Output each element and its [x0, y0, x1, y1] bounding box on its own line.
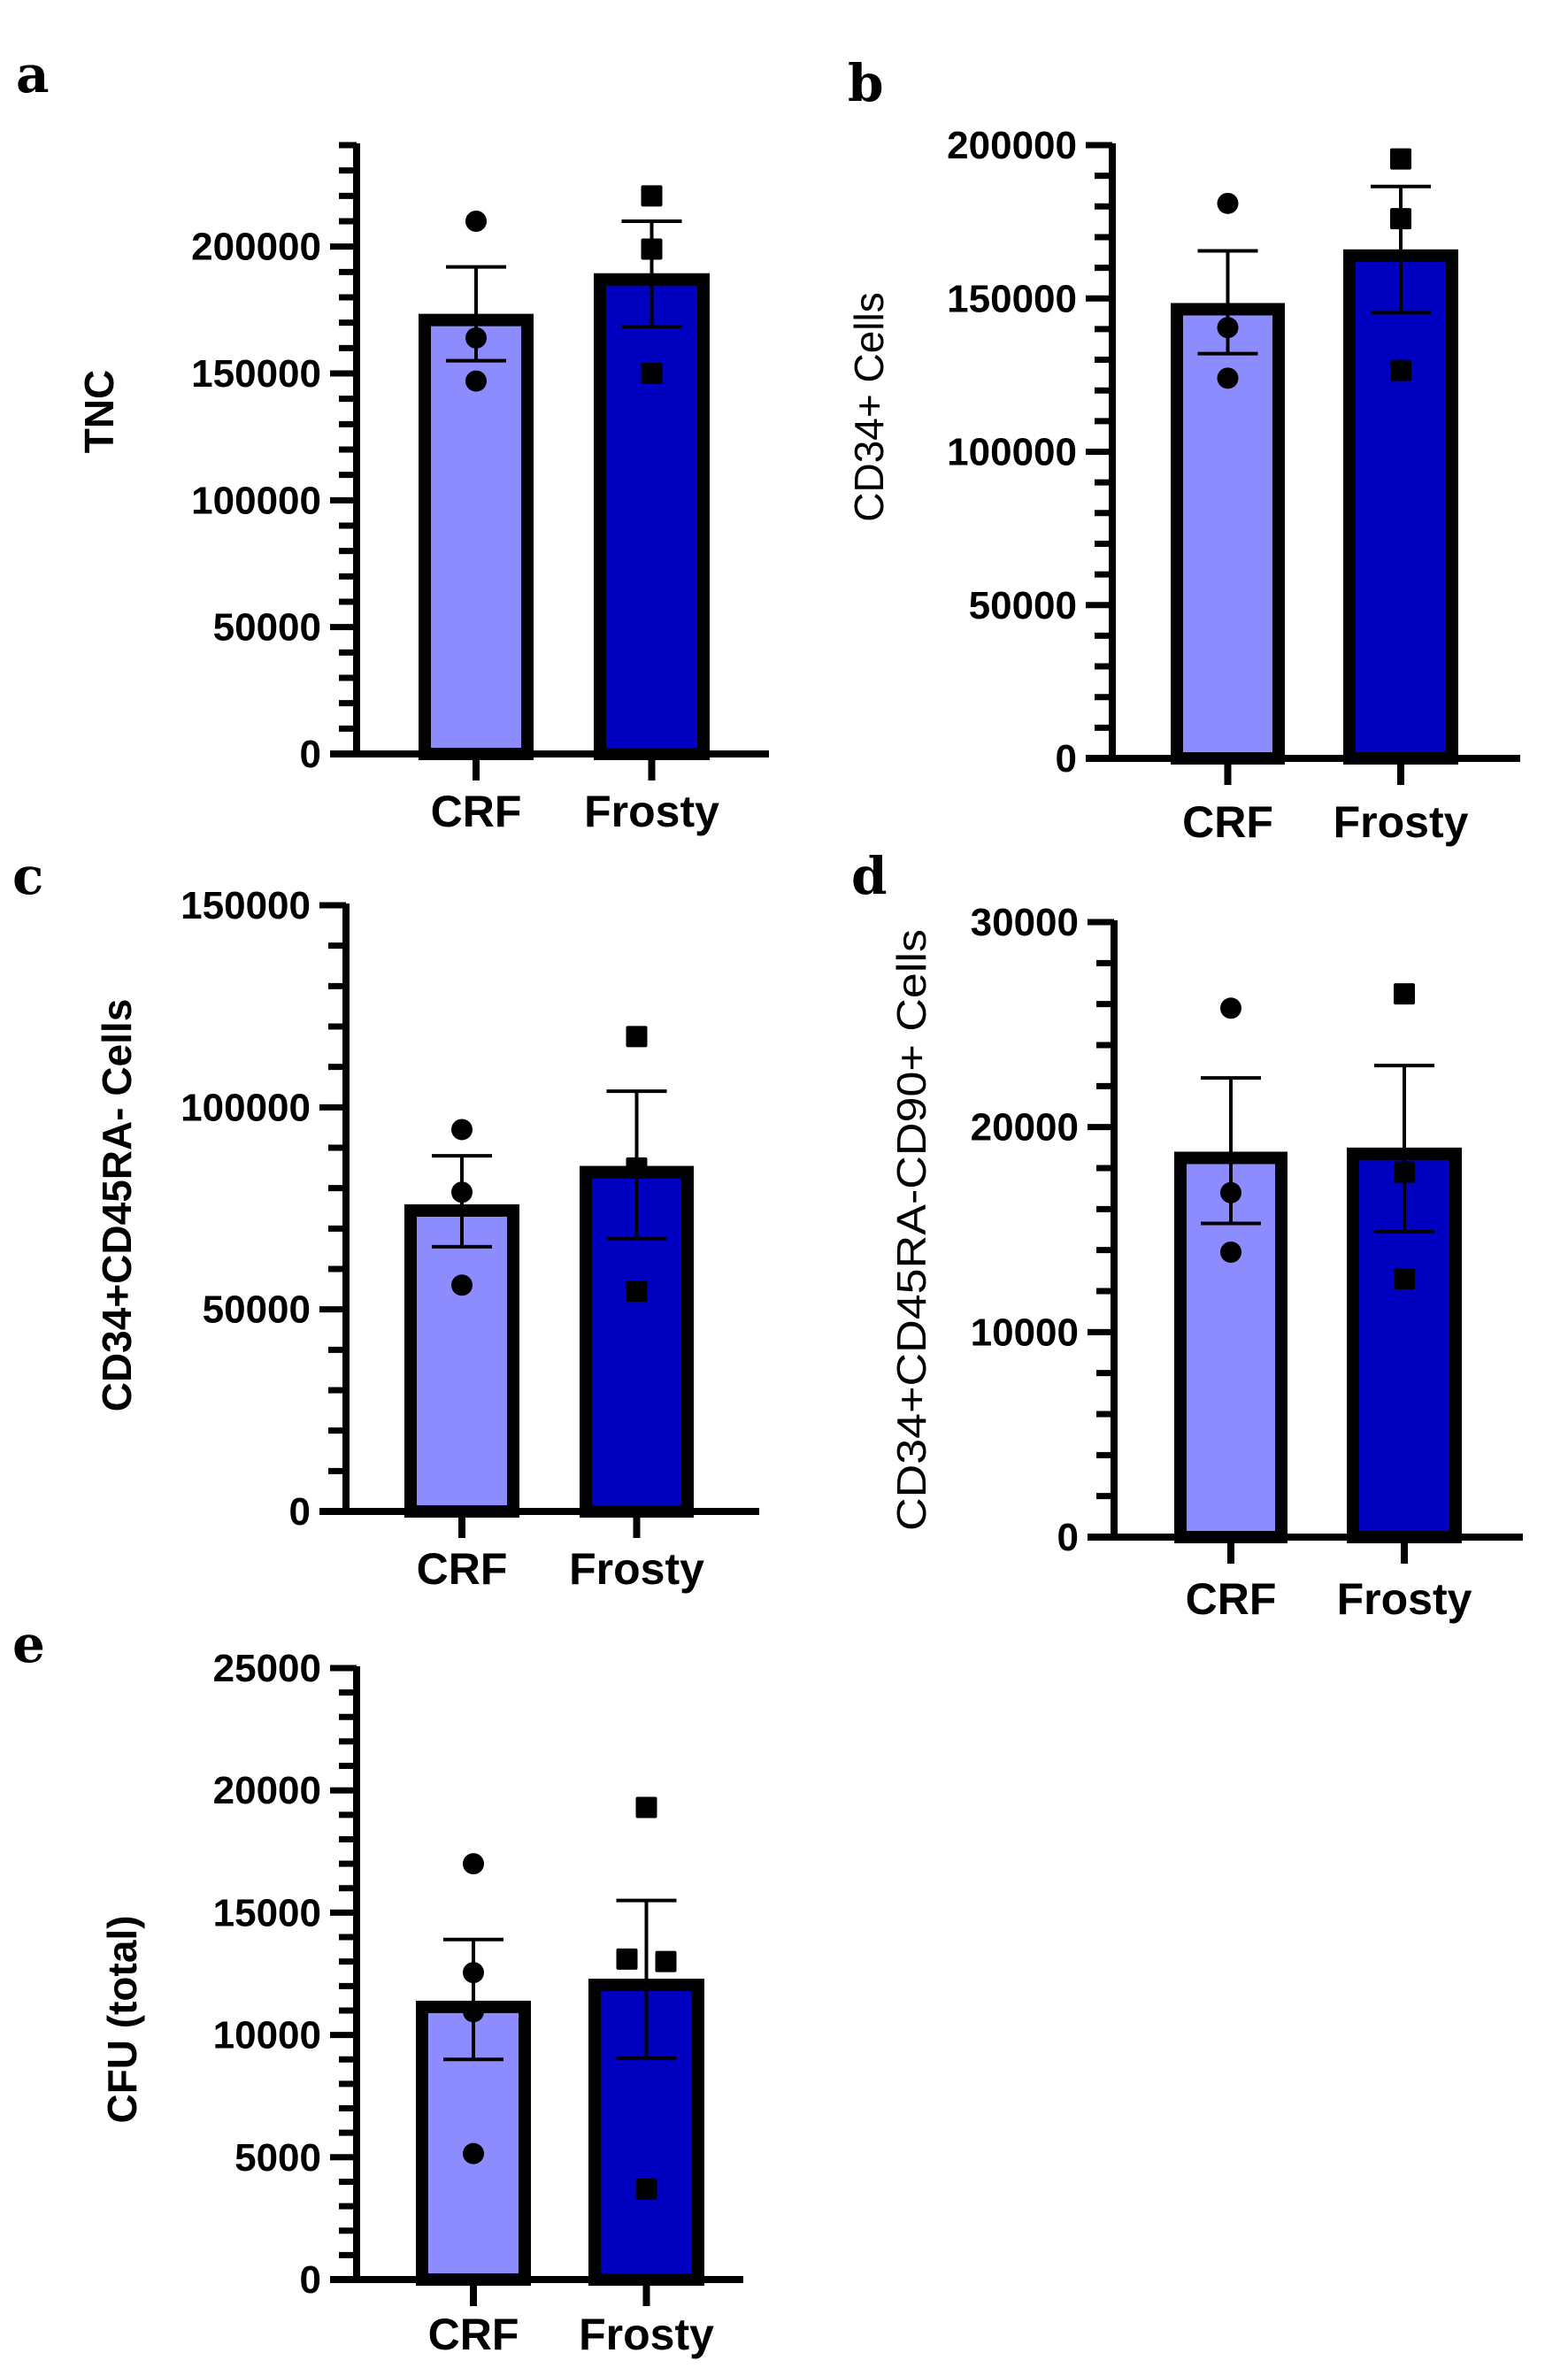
data-point-square — [1390, 208, 1411, 230]
data-point-square — [626, 1280, 648, 1303]
data-point-circle — [1220, 1241, 1241, 1263]
data-point-square — [655, 1950, 677, 1972]
data-point-square — [626, 1157, 648, 1179]
y-tick-label: 200000 — [191, 226, 321, 269]
y-tick-label: 0 — [1057, 1516, 1079, 1559]
panel-c: 0 50000 100000 150000 CRF Frosty — [181, 884, 759, 1594]
x-category-label-frosty: Frosty — [1334, 797, 1469, 847]
x-category-label-frosty: Frosty — [579, 2310, 714, 2359]
panel-d: 0 10000 20000 30000 CRF Frosty — [971, 901, 1523, 1624]
y-axis-title-a: TNC — [76, 370, 122, 454]
data-point-square — [1390, 148, 1411, 170]
x-category-label-frosty: Frosty — [1337, 1574, 1472, 1624]
data-point-square — [1390, 359, 1411, 381]
data-point-circle — [463, 1853, 484, 1875]
data-point-circle — [1217, 192, 1239, 214]
data-point-circle — [1220, 997, 1241, 1019]
data-point-square — [641, 185, 663, 207]
data-point-circle — [463, 2142, 484, 2165]
y-tick-label: 50000 — [213, 606, 321, 650]
y-tick-label: 10000 — [971, 1311, 1079, 1354]
y-axis-title-c: CD34+CD45RA- Cells — [94, 999, 140, 1412]
data-point-circle — [1220, 1181, 1241, 1203]
y-tick-label: 20000 — [971, 1106, 1079, 1150]
y-tick-label: 30000 — [971, 901, 1079, 944]
data-point-circle — [465, 370, 487, 392]
panel-letter-c: c — [12, 846, 43, 906]
data-point-square — [626, 1026, 648, 1048]
y-tick-label: 20000 — [213, 1769, 321, 1812]
panel-letter-b: b — [848, 53, 884, 113]
data-point-square — [635, 1796, 657, 1819]
y-tick-label: 0 — [289, 1490, 311, 1534]
y-tick-label: 150000 — [181, 884, 311, 927]
bar-frosty — [1343, 249, 1458, 765]
y-tick-label: 5000 — [234, 2136, 321, 2180]
data-point-square — [1394, 1268, 1415, 1290]
panel-e: 0 5000 10000 15000 20000 25000 CRF Frosty — [213, 1647, 743, 2359]
x-category-label-crf: CRF — [428, 2310, 519, 2359]
y-tick-label: 100000 — [191, 479, 321, 522]
panel-letter-d: d — [851, 846, 888, 906]
x-category-label-crf: CRF — [417, 1544, 508, 1594]
y-tick-label: 150000 — [191, 352, 321, 396]
x-category-label-crf: CRF — [1186, 1574, 1277, 1624]
data-point-circle — [1217, 367, 1239, 389]
data-point-circle — [463, 2001, 484, 2023]
y-tick-label: 25000 — [213, 1647, 321, 1690]
y-tick-label: 0 — [300, 2258, 321, 2302]
x-category-label-crf: CRF — [1182, 797, 1273, 847]
y-tick-label: 0 — [1056, 737, 1077, 780]
y-tick-label: 0 — [300, 733, 321, 776]
y-tick-label: 50000 — [203, 1288, 311, 1332]
data-point-square — [1394, 983, 1415, 1005]
panel-a: 0 50000 100000 150000 200000 CRF Frosty — [191, 142, 769, 836]
panel-letter-e: e — [12, 1614, 45, 1674]
panel-b: 0 50000 100000 150000 200000 CRF Frosty — [947, 124, 1520, 847]
data-point-square — [641, 238, 663, 260]
y-tick-label: 100000 — [947, 431, 1077, 474]
data-point-circle — [465, 327, 487, 349]
y-axis-title-e: CFU (total) — [99, 1915, 145, 2123]
data-point-circle — [451, 1119, 473, 1141]
data-point-circle — [451, 1181, 473, 1203]
data-point-circle — [451, 1274, 473, 1296]
bar-crf — [404, 1203, 519, 1519]
y-axis-title-b: CD34+ Cells — [846, 292, 892, 522]
data-point-circle — [463, 1962, 484, 1984]
data-point-circle — [465, 211, 487, 232]
y-tick-label: 15000 — [213, 1891, 321, 1934]
data-point-square — [635, 2178, 657, 2200]
data-point-square — [616, 1948, 638, 1970]
x-category-label-frosty: Frosty — [584, 787, 719, 836]
y-axis-title-d: CD34+CD45RA-CD90+ Cells — [888, 929, 934, 1531]
panel-letter-a: a — [16, 44, 50, 104]
y-tick-label: 50000 — [969, 584, 1077, 627]
y-tick-label: 200000 — [947, 124, 1077, 167]
y-tick-label: 10000 — [213, 2014, 321, 2057]
x-category-label-frosty: Frosty — [569, 1544, 704, 1594]
data-point-square — [1394, 1161, 1415, 1183]
y-tick-label: 150000 — [947, 277, 1077, 320]
bar-frosty — [594, 273, 710, 760]
data-point-square — [641, 363, 663, 384]
y-tick-label: 100000 — [181, 1086, 311, 1129]
x-category-label-crf: CRF — [431, 787, 522, 836]
data-point-circle — [1217, 317, 1239, 339]
